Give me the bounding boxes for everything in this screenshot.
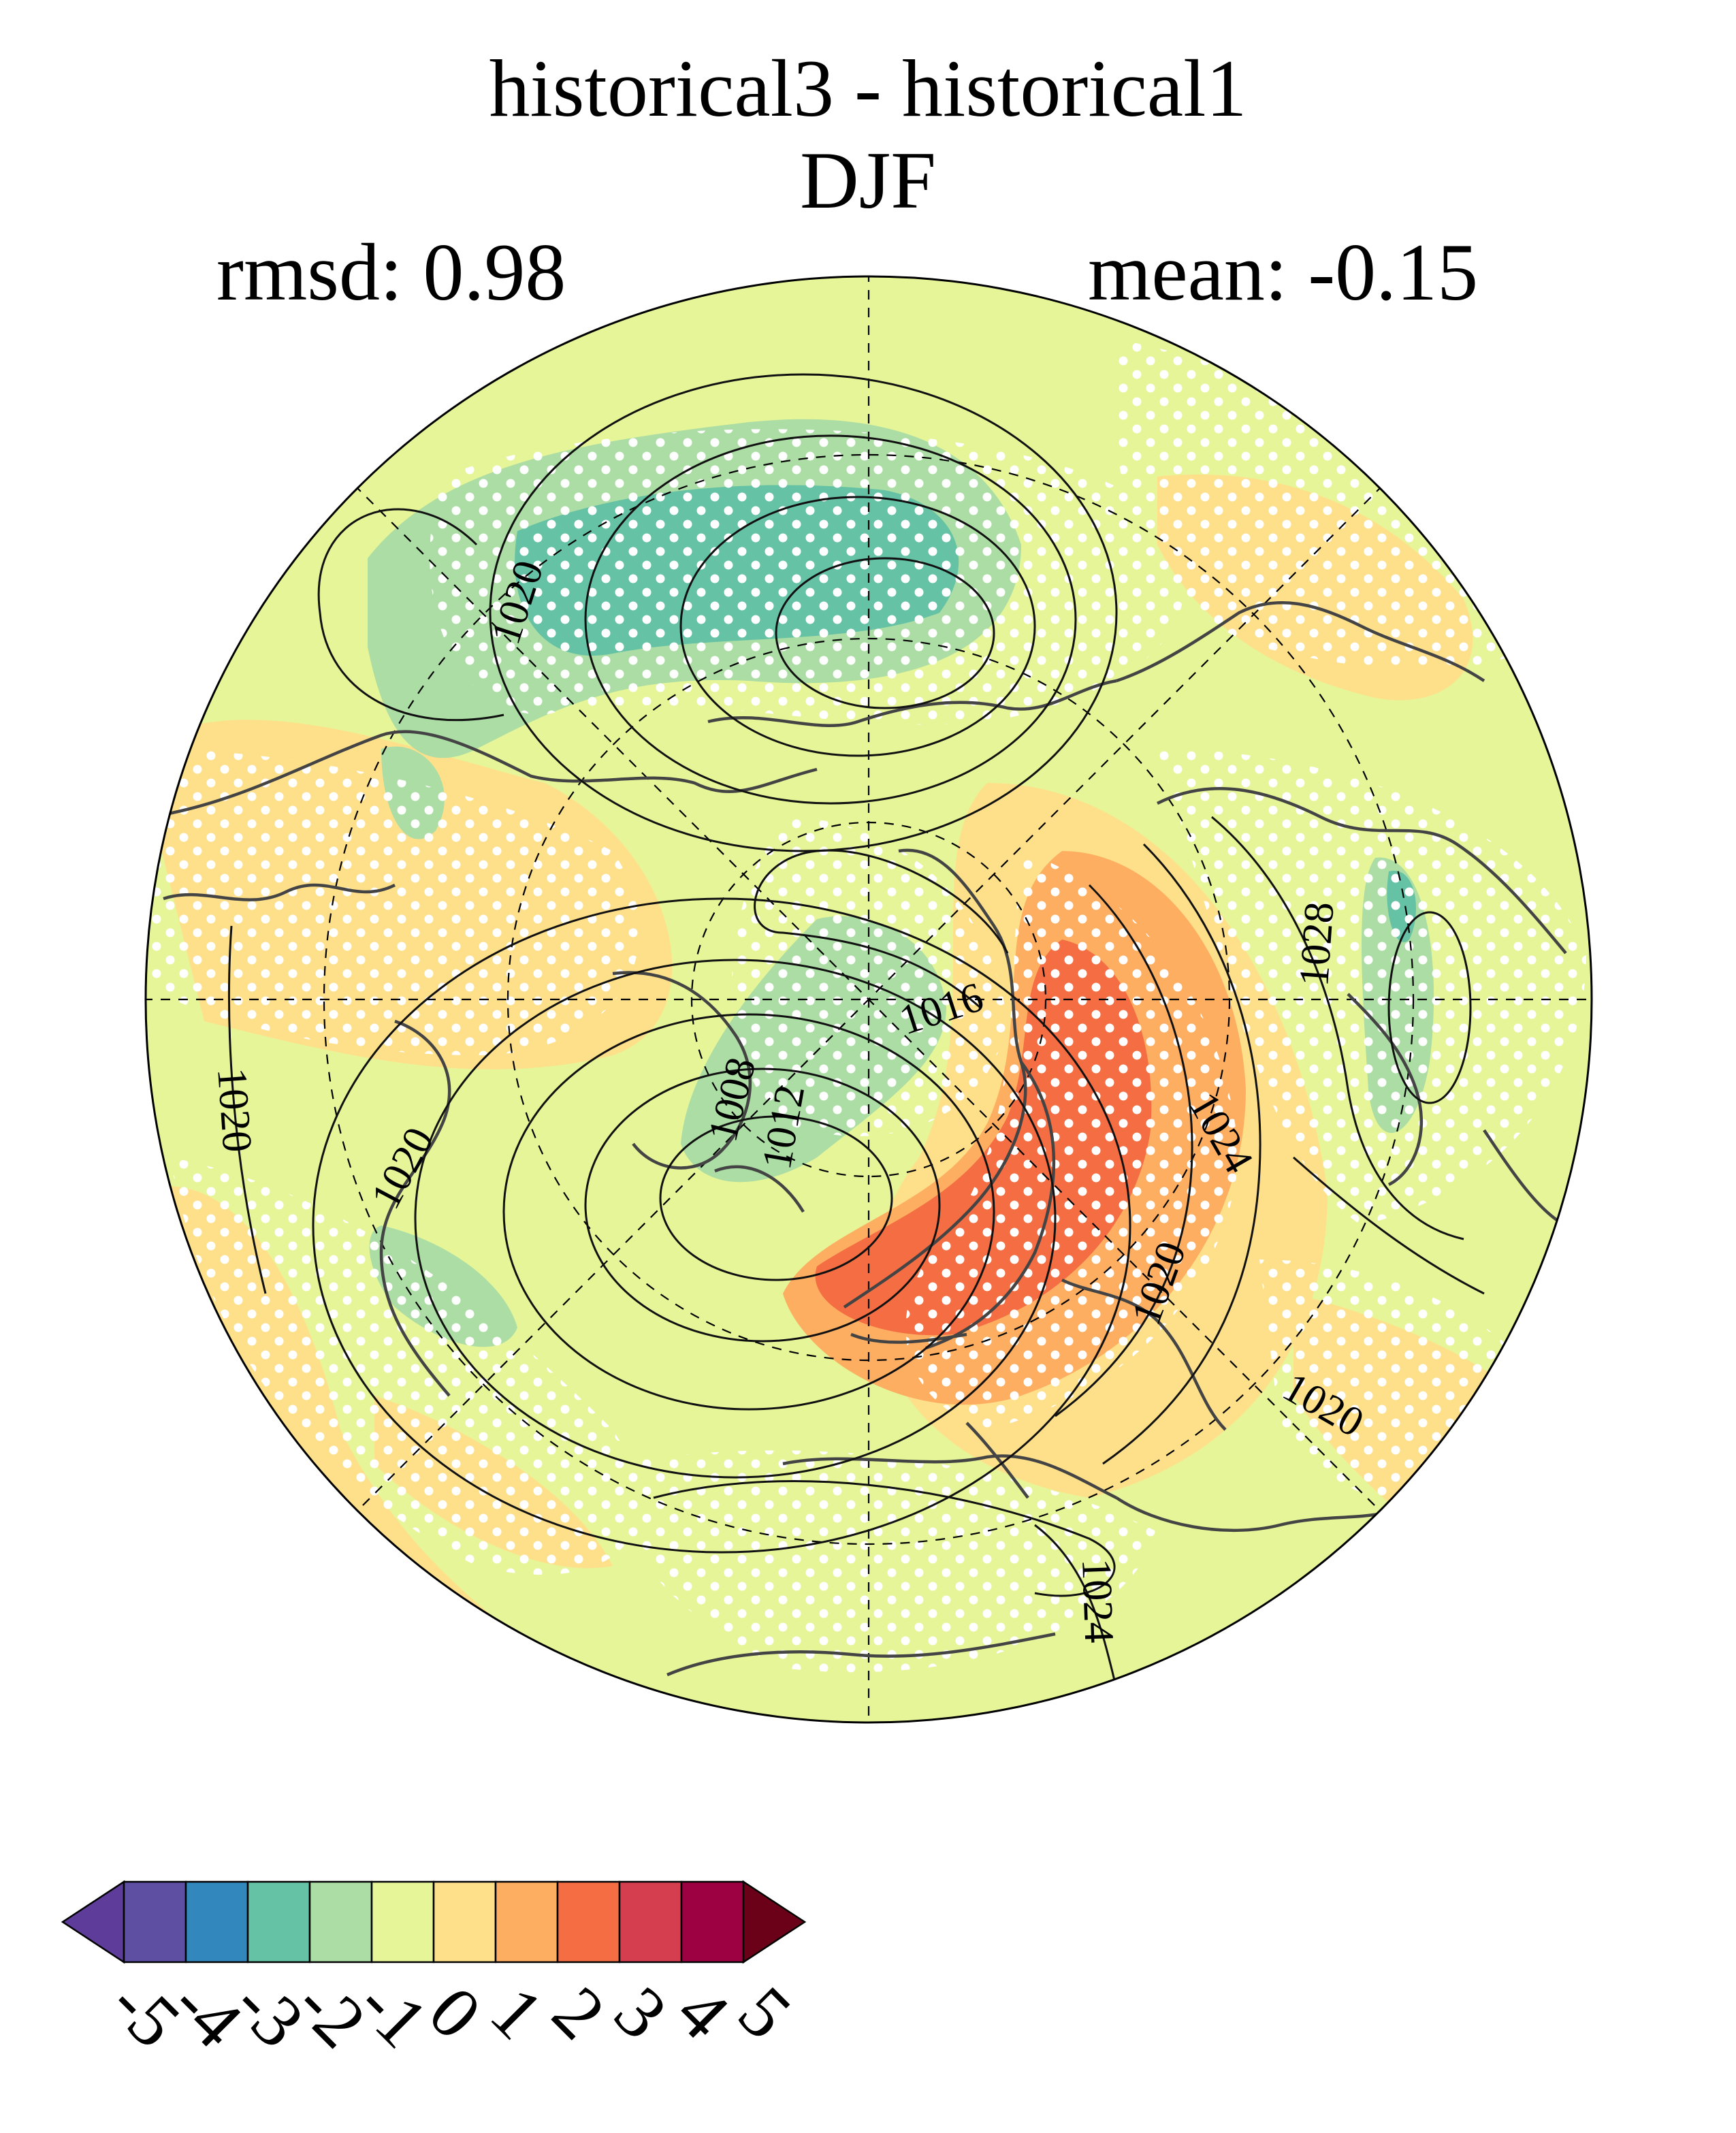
colorbar-tick-label: 4: [661, 1972, 744, 2055]
contour-label: 1024: [1073, 1558, 1122, 1643]
contour-label: 1028: [1291, 901, 1343, 988]
polar-map: 1020 1016 1008 1012 1020 1020 1028 1024 …: [144, 275, 1593, 1724]
colorbar-extend-low: [61, 1880, 125, 1964]
colorbar-box: [680, 1880, 745, 1963]
colorbar-tick-label: 1: [475, 1972, 558, 2055]
colorbar-box: [123, 1880, 187, 1963]
contour-label: 1020: [208, 1066, 260, 1153]
map-boundary: [144, 275, 1593, 1724]
colorbar-box: [308, 1880, 373, 1963]
colorbar-tick-label: 3: [599, 1972, 682, 2055]
colorbar-tick-label: 2: [537, 1972, 620, 2055]
colorbar-box: [432, 1880, 497, 1963]
colorbar-box: [370, 1880, 435, 1963]
rmsd-label: rmsd: 0.98: [216, 227, 566, 317]
colorbar-box: [184, 1880, 249, 1963]
colorbar-boxes: [61, 1880, 807, 1964]
colorbar-tick-label: 5: [723, 1972, 806, 2055]
isobars: [228, 305, 1592, 1689]
colorbar-box: [618, 1880, 683, 1963]
colorbar-box: [246, 1880, 311, 1963]
season-label: DJF: [799, 135, 937, 225]
colorbar-box: [556, 1880, 621, 1963]
colorbar-extend-high: [742, 1880, 807, 1964]
mean-label: mean: -0.15: [1088, 227, 1479, 317]
significance-stippling: [150, 340, 1586, 1673]
plot-title: historical3 - historical1: [489, 43, 1247, 133]
colorbar-box: [494, 1880, 559, 1963]
